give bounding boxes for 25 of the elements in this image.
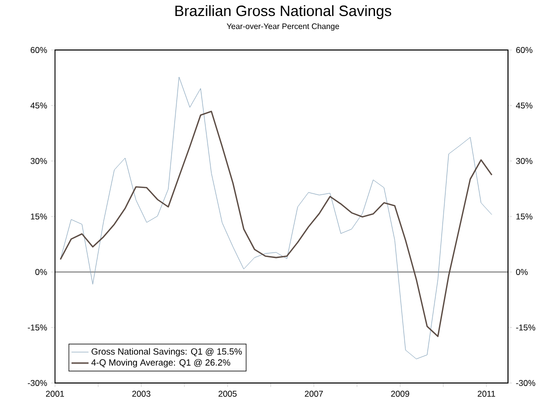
x-tick-label: 2001 [46, 390, 64, 397]
y-tick-label: 60% [30, 47, 47, 53]
line-series [60, 76, 492, 360]
line-series [60, 110, 492, 338]
y2-tick-label: -15% [516, 324, 536, 330]
x-tick-label: 2007 [304, 390, 323, 397]
y2-tick-label: 15% [516, 214, 532, 220]
y-tick-label: -15% [28, 324, 47, 330]
x-tick-label: 2011 [478, 390, 496, 397]
y-tick-label: 30% [30, 158, 47, 164]
x-tick-label: 2005 [218, 390, 237, 397]
legend-label: Gross National Savings: Q1 @ 15.5% [92, 348, 242, 356]
chart-title: Brazilian Gross National Savings [175, 5, 392, 20]
y-tick-label: -30% [28, 380, 47, 386]
y2-tick-label: 45% [516, 102, 532, 108]
x-tick-label: 2003 [132, 390, 150, 397]
y-tick-label: 15% [30, 214, 47, 220]
y2-tick-label: 30% [516, 158, 532, 164]
y2-tick-label: -30% [516, 380, 536, 386]
y2-tick-label: 0% [516, 269, 528, 275]
x-tick-label: 2009 [391, 390, 410, 397]
y-tick-label: 45% [30, 102, 47, 108]
legend-label: 4-Q Moving Average: Q1 @ 26.2% [91, 359, 230, 368]
y-tick-label: 0% [35, 269, 47, 275]
y2-tick-label: 60% [516, 47, 532, 53]
